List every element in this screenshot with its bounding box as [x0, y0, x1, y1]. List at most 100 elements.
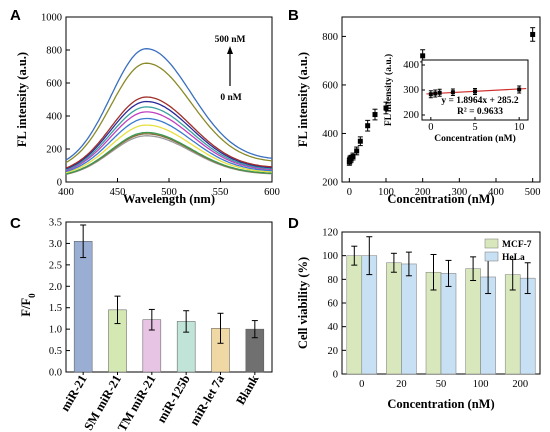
annotation-0nm: 0 nM	[220, 93, 241, 103]
data-point	[372, 112, 378, 118]
inset-y-tick-label: 400	[403, 60, 419, 71]
panel-letter-d: D	[288, 215, 299, 232]
bar-mcf-7	[346, 255, 363, 375]
x-tick-label: 50	[436, 379, 447, 390]
x-tick-label: 550	[213, 187, 229, 198]
y-tick-label: 200	[46, 145, 62, 156]
bar	[73, 241, 93, 373]
inset-x-axis-title: Concentration (nM)	[434, 133, 516, 144]
inset-y-axis-title: FL intensity (a.u.)	[383, 54, 394, 126]
x-tick-label: 500	[161, 187, 177, 198]
spectrum-line-6	[65, 106, 273, 171]
y-tick-label: 0	[57, 178, 62, 189]
spectrum-line-3	[65, 124, 273, 174]
x-tick-label: 200	[512, 379, 528, 390]
y-axis-title-subscript: 0	[27, 293, 37, 298]
data-point	[420, 53, 426, 59]
x-category-label: Blank	[233, 372, 261, 407]
x-axis-title: Wavelength (nm)	[123, 192, 215, 206]
y-tick-label: 0.5	[49, 346, 62, 357]
x-tick-label: 200	[415, 187, 431, 198]
y-tick-label: 3.0	[49, 239, 62, 250]
y-tick-label: 200	[322, 178, 338, 189]
legend-swatch-hela	[484, 251, 499, 262]
y-axis-title: F/F0	[19, 293, 37, 317]
concentration-arrow-head	[227, 46, 233, 54]
y-tick-label: 2.0	[49, 282, 62, 293]
y-axis-title: FL intensity (a.u.)	[15, 52, 29, 147]
spectrum-line-10	[65, 48, 273, 161]
y-tick-label: 40	[328, 322, 339, 333]
panel-letter-b: B	[288, 7, 299, 24]
y-tick-label: 0	[333, 370, 338, 381]
x-tick-label: 0	[347, 187, 352, 198]
y-tick-label: 600	[322, 80, 338, 91]
y-tick-label: 800	[46, 46, 62, 57]
inset-data-point	[437, 90, 442, 95]
y-tick-label: 2.5	[49, 260, 62, 271]
spectrum-line-4	[65, 117, 273, 173]
y-axis-title: FL intensity (a.u.)	[296, 52, 310, 147]
inset-data-point	[517, 87, 522, 92]
y-tick-label: 800	[322, 32, 338, 43]
y-axis-title: Cell viability (%)	[296, 257, 310, 349]
y-tick-label: 120	[322, 228, 338, 239]
y-tick-label: 80	[328, 275, 339, 286]
inset-x-tick-label: 0	[428, 122, 433, 133]
spectrum-line-9	[65, 62, 273, 163]
x-axis-title: Concentration (nM)	[387, 397, 494, 411]
legend-swatch-mcf-7	[484, 238, 499, 249]
y-tick-label: 0.0	[49, 368, 62, 379]
inset-fit-r-squared: R² = 0.9633	[457, 107, 503, 117]
data-point	[354, 148, 360, 154]
x-category-label: miR-21	[58, 373, 90, 414]
x-tick-label: 100	[473, 379, 489, 390]
y-tick-label: 20	[328, 346, 339, 357]
x-tick-label: 0	[359, 379, 364, 390]
inset-y-tick-label: 200	[403, 110, 419, 121]
inset-y-tick-label: 300	[403, 85, 419, 96]
data-point	[383, 105, 389, 111]
x-category-label: miR-125b	[154, 372, 193, 425]
plot-frame	[65, 221, 273, 373]
bar-mcf-7	[386, 262, 402, 375]
bar-hela	[440, 273, 457, 375]
x-tick-label: 400	[488, 187, 504, 198]
y-tick-label: 100	[322, 251, 338, 262]
y-tick-label: 3.5	[49, 218, 62, 229]
spectrum-line-5	[65, 111, 273, 172]
y-tick-label: 1.5	[49, 303, 62, 314]
x-tick-label: 300	[451, 187, 467, 198]
spectrum-line-8	[65, 96, 273, 169]
plot-frame	[341, 16, 541, 183]
bar-hela	[401, 263, 417, 375]
y-tick-label: 400	[322, 129, 338, 140]
x-tick-label: 100	[378, 187, 394, 198]
y-tick-label: 400	[46, 112, 62, 123]
x-tick-label: 450	[110, 187, 126, 198]
y-tick-label: 60	[328, 299, 339, 310]
bar-mcf-7	[465, 268, 481, 375]
y-tick-label: 600	[46, 79, 62, 90]
data-point	[357, 138, 363, 144]
inset-data-point	[428, 92, 433, 97]
inset-data-point	[433, 91, 438, 96]
inset-x-tick-label: 10	[514, 122, 525, 133]
legend-label-hela: HeLa	[502, 253, 525, 263]
data-point	[350, 154, 356, 160]
x-tick-label: 20	[396, 379, 407, 390]
legend-label-mcf-7: MCF-7	[502, 240, 532, 250]
inset-fit-equation: y = 1.8964x + 285.2	[441, 96, 519, 106]
panel-letter-c: C	[10, 215, 21, 232]
x-tick-label: 400	[58, 187, 74, 198]
data-point	[365, 123, 371, 129]
x-axis-title: Concentration (nM)	[387, 192, 494, 206]
inset-data-point	[450, 90, 455, 95]
x-category-label: miR-let 7a	[187, 372, 227, 428]
inset-data-point	[473, 89, 477, 94]
panel-b-concentration-chart: 0 100 200 300 400 500200400600800Concentratio…	[296, 16, 541, 206]
annotation-500nm: 500 nM	[215, 35, 246, 45]
data-point	[530, 31, 536, 37]
